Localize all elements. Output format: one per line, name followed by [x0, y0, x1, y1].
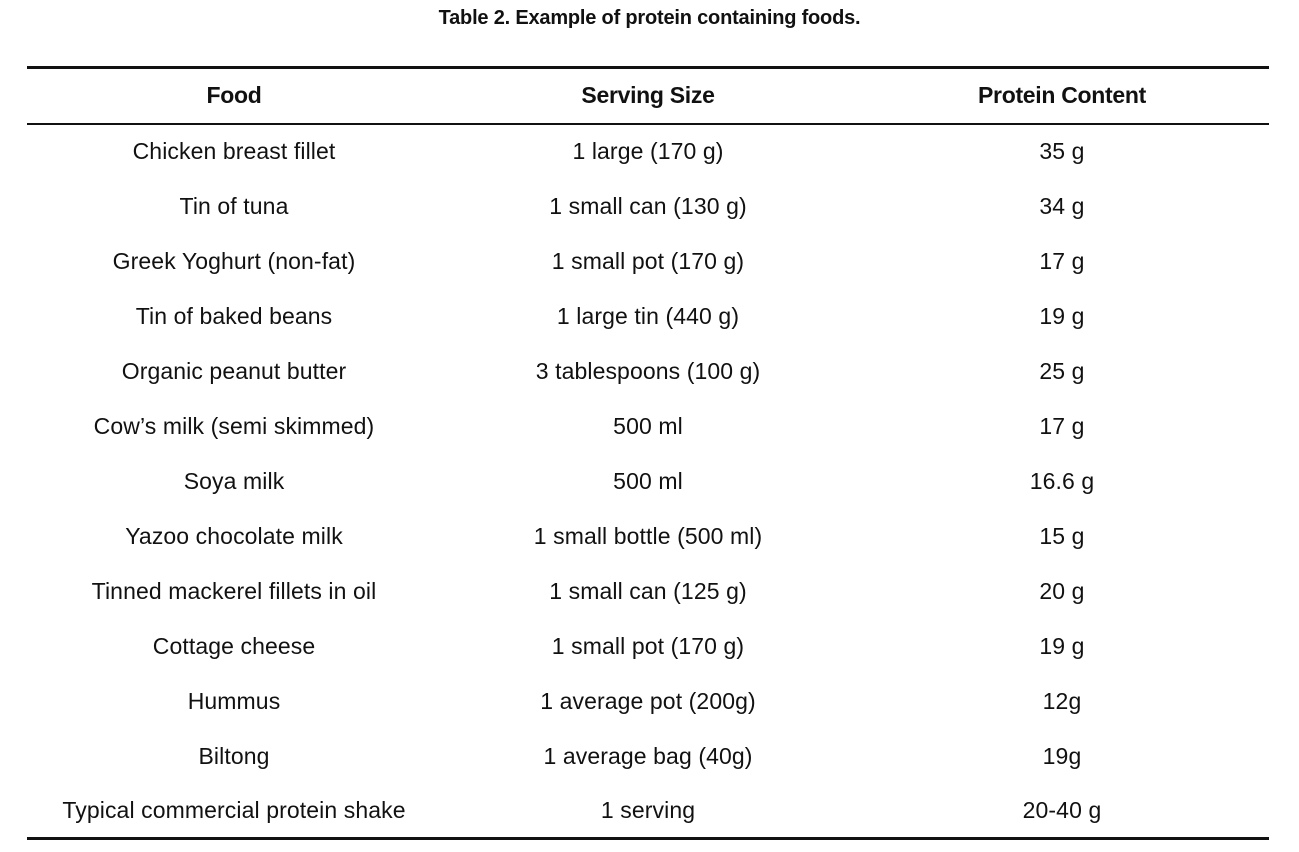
cell-serving-size: 1 small can (130 g): [549, 192, 747, 219]
cell-serving-size: 1 large (170 g): [572, 138, 724, 164]
cell-protein-content: 17 g: [1039, 247, 1085, 274]
cell-food: Yazoo chocolate milk: [125, 522, 343, 549]
header-row: Food Serving Size Protein Content: [27, 66, 1269, 125]
cell-serving-size: 3 tablespoons (100 g): [535, 357, 761, 384]
cell-protein-content: 25 g: [1039, 357, 1085, 384]
table-row: Organic peanut butter 3 tablespoons (100…: [27, 344, 1269, 399]
table-row: Tin of baked beans 1 large tin (440 g) 1…: [27, 289, 1269, 344]
cell-protein-content: 19g: [1042, 742, 1082, 769]
table-row: Chicken breast fillet 1 large (170 g) 35…: [27, 124, 1269, 179]
cell-protein-content: 34 g: [1039, 192, 1085, 219]
table-body: Chicken breast fillet 1 large (170 g) 35…: [27, 124, 1269, 840]
cell-protein-content: 20 g: [1039, 577, 1085, 604]
table-header: Food Serving Size Protein Content: [27, 66, 1269, 125]
table-row: Hummus 1 average pot (200g) 12g: [27, 674, 1269, 729]
table-row: Tinned mackerel fillets in oil 1 small c…: [27, 564, 1269, 619]
cell-food: Tin of tuna: [179, 192, 289, 219]
cell-serving-size: 500 ml: [613, 412, 683, 439]
cell-protein-content: 16.6 g: [1029, 467, 1095, 494]
cell-serving-size: 1 small pot (170 g): [551, 247, 745, 274]
cell-food: Tin of baked beans: [135, 302, 333, 329]
header-food: Food: [27, 66, 441, 125]
cell-protein-content: 20-40 g: [855, 783, 1269, 840]
cell-food: Organic peanut butter: [121, 357, 347, 384]
cell-serving-size: 1 serving: [441, 783, 855, 840]
cell-food: Cottage cheese: [152, 632, 316, 659]
table-row: Cow’s milk (semi skimmed) 500 ml 17 g: [27, 399, 1269, 454]
protein-foods-table: Food Serving Size Protein Content Chicke…: [27, 66, 1269, 840]
cell-protein-content: 17 g: [1039, 412, 1085, 439]
header-protein-content: Protein Content: [855, 66, 1269, 125]
cell-food: Hummus: [187, 687, 281, 714]
table-row: Greek Yoghurt (non-fat) 1 small pot (170…: [27, 234, 1269, 289]
cell-food: Tinned mackerel fillets in oil: [91, 577, 377, 604]
protein-foods-table-container: Food Serving Size Protein Content Chicke…: [27, 66, 1269, 840]
cell-food: Typical commercial protein shake: [27, 783, 441, 840]
cell-serving-size: 1 average bag (40g): [543, 742, 753, 769]
cell-food: Greek Yoghurt (non-fat): [112, 247, 356, 274]
cell-protein-content: 19 g: [1039, 632, 1085, 659]
table-row: Cottage cheese 1 small pot (170 g) 19 g: [27, 619, 1269, 674]
cell-serving-size: 1 small bottle (500 ml): [533, 522, 763, 549]
header-serving-size: Serving Size: [441, 66, 855, 125]
cell-food: Chicken breast fillet: [132, 138, 336, 164]
cell-protein-content: 15 g: [1039, 522, 1085, 549]
cell-food: Cow’s milk (semi skimmed): [93, 412, 375, 439]
table-row: Typical commercial protein shake 1 servi…: [27, 783, 1269, 840]
cell-protein-content: 19 g: [1039, 302, 1085, 329]
cell-serving-size: 500 ml: [613, 467, 683, 494]
table-row: Tin of tuna 1 small can (130 g) 34 g: [27, 179, 1269, 234]
cell-protein-content: 12g: [1042, 687, 1082, 714]
cell-serving-size: 1 small pot (170 g): [551, 632, 745, 659]
cell-protein-content: 35 g: [1039, 138, 1085, 164]
table-caption: Table 2. Example of protein containing f…: [438, 7, 861, 29]
cell-serving-size: 1 large tin (440 g): [556, 302, 740, 329]
table-row: Yazoo chocolate milk 1 small bottle (500…: [27, 509, 1269, 564]
cell-serving-size: 1 average pot (200g): [540, 687, 756, 714]
table-row: Soya milk 500 ml 16.6 g: [27, 454, 1269, 509]
cell-food: Soya milk: [183, 467, 285, 494]
cell-food: Biltong: [198, 742, 270, 769]
cell-serving-size: 1 small can (125 g): [549, 577, 747, 604]
table-row: Biltong 1 average bag (40g) 19g: [27, 729, 1269, 784]
